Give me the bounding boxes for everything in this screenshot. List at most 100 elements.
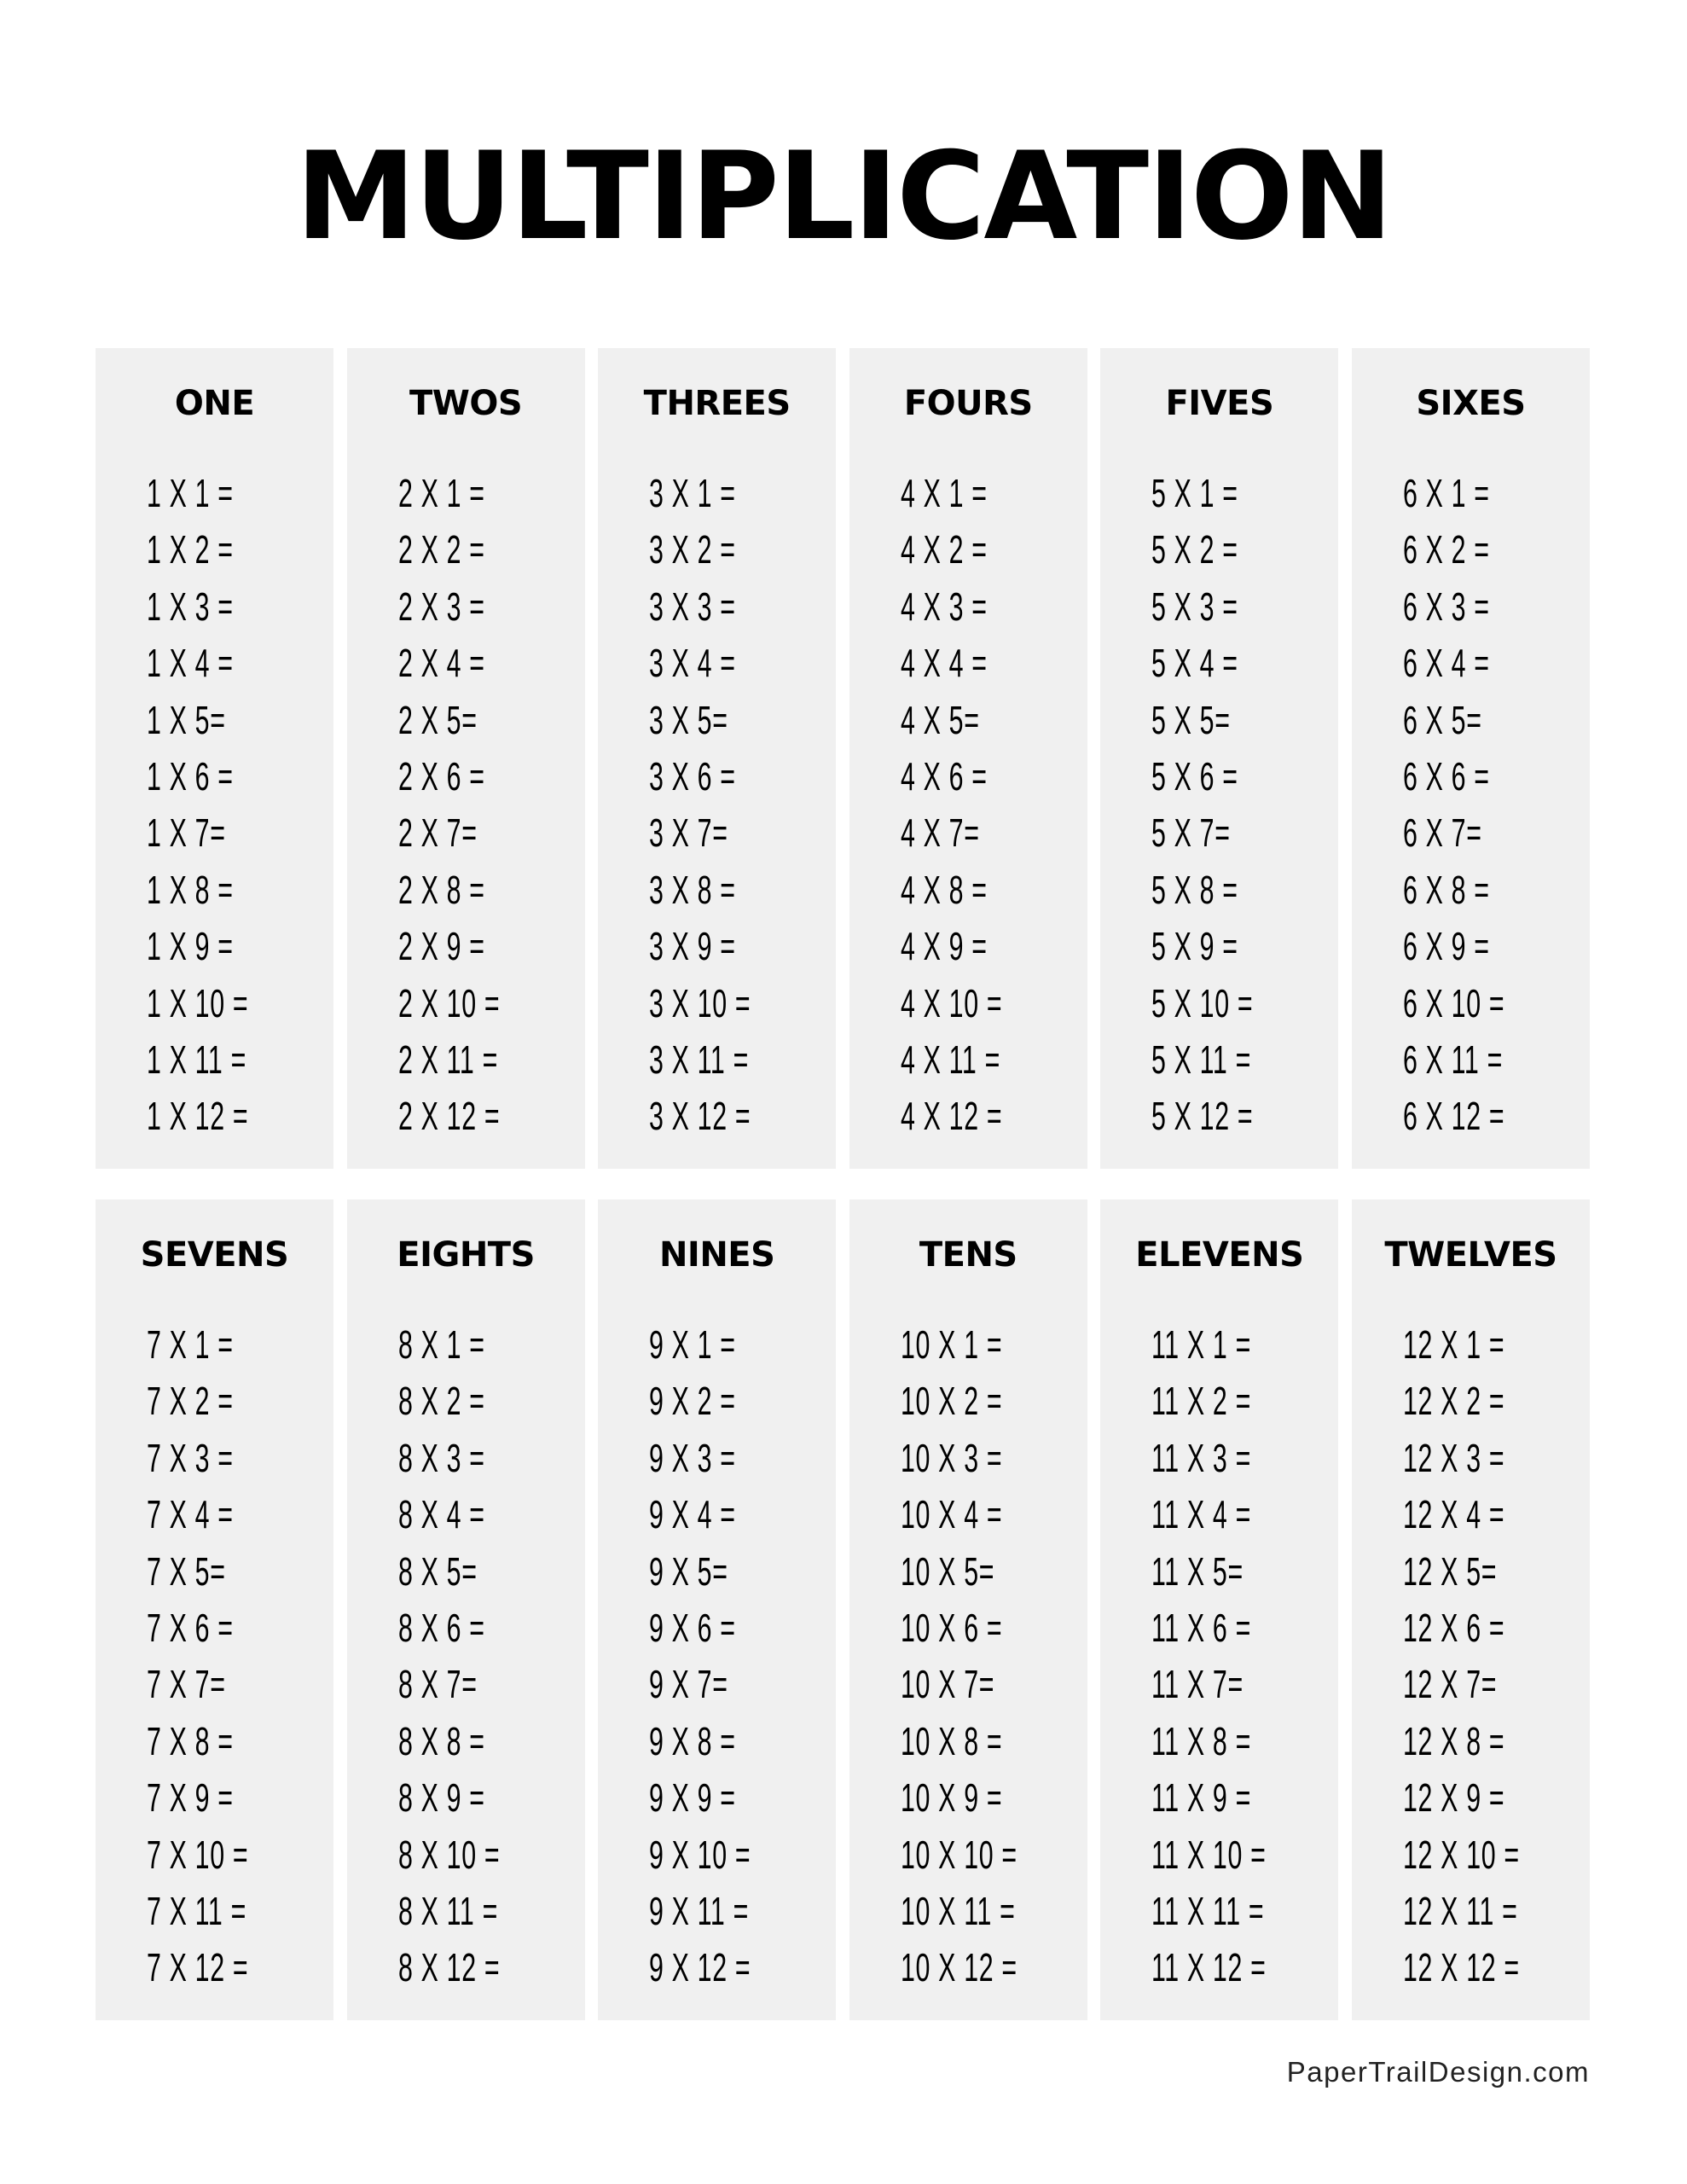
fact-row: 11 X 4 = <box>1151 1492 1252 1537</box>
table-panel: ELEVENS 11 X 1 = 11 X 2 = 11 X 3 = 11 X 4 = 1… <box>1100 1199 1339 2020</box>
fact-row: 6 X 3 = <box>1402 584 1490 629</box>
fact-row: 8 X 12 = <box>397 1945 500 1990</box>
fact-row: 3 X 2 = <box>649 527 736 572</box>
fact-row: 8 X 2 = <box>397 1379 485 1424</box>
table-heading: ONE <box>174 384 255 423</box>
fact-row: 10 X 4 = <box>900 1492 1003 1537</box>
table-heading: NINES <box>658 1235 775 1275</box>
fact-row: 3 X 1 = <box>649 471 736 515</box>
fact-row: 4 X 10 = <box>900 980 1003 1025</box>
fact-row: 10 X 7= <box>900 1662 994 1707</box>
table-heading: TENS <box>919 1235 1017 1275</box>
fact-row: 11 X 8 = <box>1151 1718 1252 1763</box>
fact-row: 6 X 11 = <box>1402 1037 1503 1082</box>
fact-row: 8 X 11 = <box>397 1888 498 1933</box>
fact-row: 2 X 1 = <box>397 471 485 515</box>
facts-list: 9 X 1 = 9 X 2 = 9 X 3 = 9 X 4 = 9 X 5= 9 X 6 … <box>649 1316 803 1996</box>
fact-row: 6 X 12 = <box>1402 1094 1505 1139</box>
table-heading: FOURS <box>903 384 1033 423</box>
fact-row: 9 X 11 = <box>649 1888 750 1933</box>
fact-row: 5 X 1 = <box>1151 471 1239 515</box>
fact-row: 2 X 9 = <box>397 924 485 969</box>
fact-row: 10 X 3 = <box>900 1435 1003 1480</box>
facts-list: 1 X 1 = 1 X 2 = 1 X 3 = 1 X 4 = 1 X 5= 1 X 6 … <box>147 465 301 1145</box>
fact-row: 6 X 8 = <box>1402 867 1490 912</box>
fact-row: 8 X 7= <box>397 1662 478 1707</box>
tables-grid: ONE 1 X 1 = 1 X 2 = 1 X 3 = 1 X 4 = 1 X 5= 1 X… <box>96 348 1590 2020</box>
table-panel: SEVENS 7 X 1 = 7 X 2 = 7 X 3 = 7 X 4 = 7 X 5=… <box>96 1199 333 2020</box>
fact-row: 3 X 11 = <box>649 1037 750 1082</box>
fact-row: 7 X 2 = <box>147 1379 234 1424</box>
fact-row: 10 X 2 = <box>900 1379 1003 1424</box>
fact-row: 5 X 8 = <box>1151 867 1239 912</box>
fact-row: 7 X 8 = <box>147 1718 234 1763</box>
fact-row: 1 X 4 = <box>147 641 234 686</box>
fact-row: 7 X 9 = <box>147 1775 234 1821</box>
fact-row: 9 X 9 = <box>649 1775 736 1821</box>
fact-row: 6 X 6 = <box>1402 753 1490 799</box>
fact-row: 1 X 9 = <box>147 924 234 969</box>
fact-row: 3 X 5= <box>649 697 728 742</box>
fact-row: 1 X 7= <box>147 810 226 856</box>
fact-row: 5 X 2 = <box>1151 527 1239 572</box>
fact-row: 5 X 4 = <box>1151 641 1239 686</box>
fact-row: 1 X 10 = <box>147 980 249 1025</box>
fact-row: 7 X 7= <box>147 1662 226 1707</box>
fact-row: 4 X 9 = <box>900 924 988 969</box>
fact-row: 8 X 6 = <box>397 1605 485 1650</box>
fact-row: 11 X 10 = <box>1151 1832 1267 1877</box>
fact-row: 9 X 10 = <box>649 1832 751 1877</box>
fact-row: 12 X 3 = <box>1402 1435 1505 1480</box>
fact-row: 8 X 9 = <box>397 1775 485 1821</box>
fact-row: 10 X 1 = <box>900 1322 1003 1367</box>
facts-list: 4 X 1 = 4 X 2 = 4 X 3 = 4 X 4 = 4 X 5= 4 X 6 … <box>901 465 1055 1145</box>
fact-row: 11 X 9 = <box>1151 1775 1252 1821</box>
fact-row: 12 X 10 = <box>1402 1832 1520 1877</box>
fact-row: 1 X 11 = <box>147 1037 246 1082</box>
fact-row: 5 X 3 = <box>1151 584 1239 629</box>
fact-row: 11 X 1 = <box>1151 1322 1252 1367</box>
fact-row: 8 X 4 = <box>397 1492 485 1537</box>
fact-row: 7 X 6 = <box>147 1605 234 1650</box>
facts-list: 5 X 1 = 5 X 2 = 5 X 3 = 5 X 4 = 5 X 5= 5 X 6 … <box>1151 465 1306 1145</box>
fact-row: 10 X 6 = <box>900 1605 1003 1650</box>
fact-row: 4 X 5= <box>900 697 980 742</box>
fact-row: 11 X 6 = <box>1151 1605 1252 1650</box>
fact-row: 6 X 10 = <box>1402 980 1505 1025</box>
fact-row: 4 X 6 = <box>900 753 988 799</box>
fact-row: 3 X 4 = <box>649 641 736 686</box>
fact-row: 10 X 8 = <box>900 1718 1003 1763</box>
fact-row: 5 X 9 = <box>1151 924 1239 969</box>
fact-row: 9 X 4 = <box>649 1492 736 1537</box>
fact-row: 3 X 8 = <box>649 867 736 912</box>
fact-row: 11 X 2 = <box>1151 1379 1252 1424</box>
facts-list: 8 X 1 = 8 X 2 = 8 X 3 = 8 X 4 = 8 X 5= 8 X 6 … <box>398 1316 553 1996</box>
table-panel: SIXES 6 X 1 = 6 X 2 = 6 X 3 = 6 X 4 = 6 X 5= 6… <box>1351 348 1590 1169</box>
fact-row: 7 X 1 = <box>147 1322 234 1367</box>
table-panel: EIGHTS 8 X 1 = 8 X 2 = 8 X 3 = 8 X 4 = 8 X 5=… <box>346 1199 585 2020</box>
fact-row: 1 X 12 = <box>147 1094 249 1139</box>
fact-row: 5 X 12 = <box>1151 1094 1254 1139</box>
fact-row: 6 X 5= <box>1402 697 1482 742</box>
fact-row: 7 X 3 = <box>147 1435 234 1480</box>
fact-row: 4 X 7= <box>900 810 980 856</box>
fact-row: 4 X 2 = <box>900 527 988 572</box>
table-heading: EIGHTS <box>397 1235 535 1275</box>
fact-row: 2 X 2 = <box>397 527 485 572</box>
fact-row: 12 X 11 = <box>1402 1888 1518 1933</box>
fact-row: 9 X 1 = <box>649 1322 736 1367</box>
fact-row: 3 X 6 = <box>649 753 736 799</box>
fact-row: 1 X 3 = <box>147 584 234 629</box>
fact-row: 1 X 6 = <box>147 753 234 799</box>
fact-row: 12 X 4 = <box>1402 1492 1505 1537</box>
fact-row: 11 X 12 = <box>1151 1945 1267 1990</box>
fact-row: 5 X 7= <box>1151 810 1231 856</box>
fact-row: 10 X 11 = <box>900 1888 1016 1933</box>
fact-row: 12 X 12 = <box>1402 1945 1520 1990</box>
fact-row: 9 X 5= <box>649 1548 728 1594</box>
table-heading: TWELVES <box>1384 1235 1557 1275</box>
fact-row: 3 X 10 = <box>649 980 751 1025</box>
table-panel: NINES 9 X 1 = 9 X 2 = 9 X 3 = 9 X 4 = 9 X 5= 9… <box>598 1199 837 2020</box>
fact-row: 7 X 11 = <box>147 1888 246 1933</box>
fact-row: 1 X 2 = <box>147 527 234 572</box>
